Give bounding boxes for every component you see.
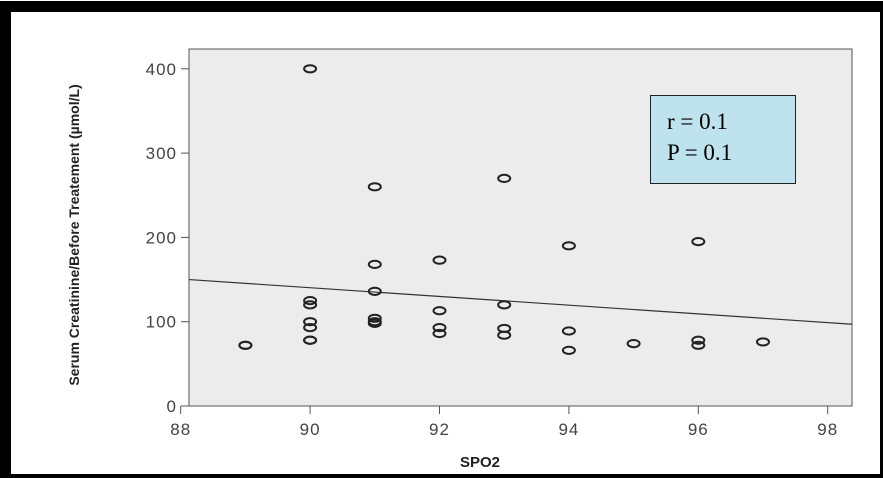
data-point xyxy=(303,317,318,327)
data-point xyxy=(561,345,576,355)
y-axis-title: Serum Creatinine/Before Treatement (µmol… xyxy=(66,84,82,385)
y-tick-label: 300 xyxy=(146,144,177,163)
data-point xyxy=(691,335,706,345)
x-tick-label: 90 xyxy=(300,420,321,439)
x-tick-label: 92 xyxy=(429,420,450,439)
data-point xyxy=(367,318,382,328)
data-point xyxy=(303,323,318,333)
data-point xyxy=(303,64,318,74)
data-point xyxy=(497,173,512,183)
axis-ticks: 0 100 200 300 400 88 90 92 94 96 98 xyxy=(146,60,838,439)
data-point xyxy=(432,328,447,339)
regression-line xyxy=(188,278,853,325)
data-point xyxy=(756,337,770,347)
p-value-label: P = 0.1 xyxy=(667,140,733,165)
data-point xyxy=(691,237,706,247)
x-tick-label: 96 xyxy=(688,420,709,439)
x-axis-title: SPO2 xyxy=(460,454,500,471)
x-tick-label: 98 xyxy=(817,420,838,439)
correlation-label: r = 0.1 xyxy=(667,109,728,134)
data-point xyxy=(561,241,576,251)
regression-line-group xyxy=(188,278,853,325)
data-point xyxy=(303,296,318,306)
data-point xyxy=(367,313,382,323)
data-point xyxy=(561,326,576,336)
data-point xyxy=(303,335,318,345)
data-point xyxy=(626,339,641,349)
y-tick-label: 200 xyxy=(146,228,177,247)
data-point xyxy=(303,300,318,310)
y-tick-label: 400 xyxy=(146,60,177,79)
data-point xyxy=(432,255,447,265)
data-point xyxy=(691,340,706,350)
data-point xyxy=(432,306,447,316)
data-point xyxy=(367,182,382,192)
data-point xyxy=(367,259,382,269)
statistics-box: r = 0.1 P = 0.1 xyxy=(650,95,796,184)
data-point xyxy=(497,330,512,340)
data-point xyxy=(432,323,447,333)
data-point xyxy=(497,300,512,310)
data-point xyxy=(367,286,382,296)
scatter-points xyxy=(238,64,770,355)
y-tick-label: 0 xyxy=(167,397,177,416)
data-point xyxy=(238,340,253,350)
x-tick-label: 94 xyxy=(558,420,579,439)
y-tick-label: 100 xyxy=(146,313,177,332)
x-tick-label: 88 xyxy=(170,420,191,439)
